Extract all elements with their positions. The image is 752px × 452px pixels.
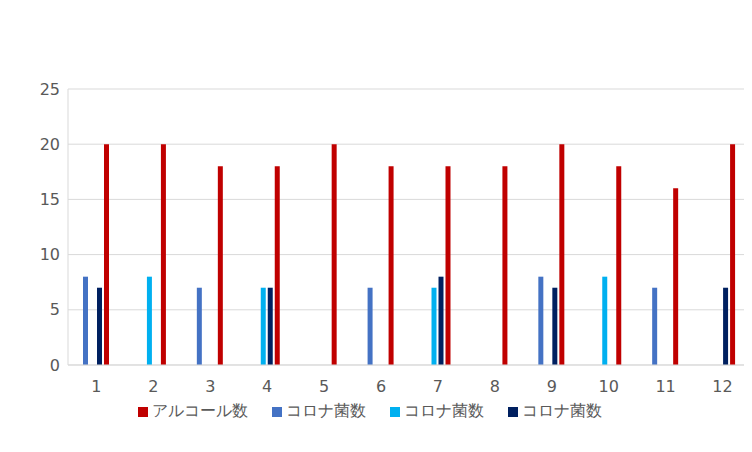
- svg-text:10: 10: [599, 377, 619, 396]
- svg-text:15: 15: [40, 190, 60, 209]
- svg-text:5: 5: [50, 300, 60, 319]
- svg-text:7: 7: [433, 377, 443, 396]
- svg-text:10: 10: [40, 245, 60, 264]
- svg-text:11: 11: [655, 377, 675, 396]
- svg-text:3: 3: [205, 377, 215, 396]
- svg-text:8: 8: [490, 377, 500, 396]
- svg-text:1: 1: [91, 377, 101, 396]
- svg-text:25: 25: [40, 80, 60, 99]
- html-text:アルコール数: アルコール数: [152, 401, 248, 420]
- html-text:コロナ菌数: コロナ菌数: [404, 401, 484, 420]
- svg-text:6: 6: [376, 377, 386, 396]
- svg-text:12: 12: [712, 377, 732, 396]
- svg-text:0: 0: [50, 356, 60, 375]
- svg-text:4: 4: [262, 377, 272, 396]
- svg-text:2: 2: [148, 377, 158, 396]
- svg-text:9: 9: [547, 377, 557, 396]
- svg-text:5: 5: [319, 377, 329, 396]
- html-text:コロナ菌数: コロナ菌数: [522, 401, 602, 420]
- html-text:コロナ菌数: コロナ菌数: [286, 401, 366, 420]
- svg-text:20: 20: [40, 135, 60, 154]
